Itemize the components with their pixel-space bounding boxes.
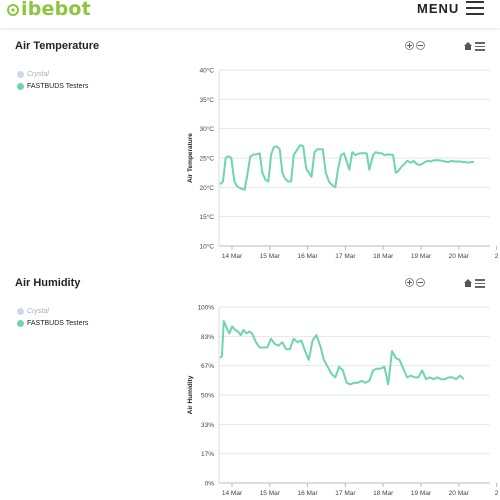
zoom-controls bbox=[405, 278, 425, 287]
panel-title: Air Temperature bbox=[15, 40, 100, 52]
legend-item-fastbuds[interactable]: FASTBUDS Testers bbox=[17, 80, 88, 92]
air-humidity-chart[interactable]: 0% 17% 33% 50% 67% 83% 100% Air Humidity 14 Mar 1… bbox=[0, 270, 500, 500]
top-navigation-bar: ibebot MENU bbox=[0, 0, 500, 28]
legend-color-swatch bbox=[17, 319, 24, 327]
y-tick-label: 35°C bbox=[199, 96, 214, 104]
y-tick-label: 20°C bbox=[199, 184, 214, 192]
legend-color-swatch bbox=[17, 307, 24, 315]
x-tick-label: 20 Mar bbox=[449, 253, 470, 260]
y-tick-label: 15°C bbox=[199, 213, 214, 221]
y-tick-label: 10°C bbox=[199, 243, 214, 251]
zoom-in-icon[interactable] bbox=[405, 278, 414, 287]
air-temperature-panel: Air Temperature Crystal FASTBUDS Testers… bbox=[0, 0, 500, 270]
legend-label: FASTBUDS Testers bbox=[27, 319, 89, 327]
legend-label: FASTBUDS Testers bbox=[27, 82, 89, 90]
y-tick-label: 30°C bbox=[199, 125, 214, 133]
x-tick-label: 14 Mar bbox=[222, 490, 243, 497]
legend-item-fastbuds[interactable]: FASTBUDS Testers bbox=[17, 317, 88, 329]
legend-item-crystal[interactable]: Crystal bbox=[17, 305, 88, 317]
x-tick-label: 2 bbox=[495, 490, 499, 497]
zoom-controls bbox=[405, 41, 425, 50]
leaf-logo-icon bbox=[7, 4, 19, 16]
ibebot-logo[interactable]: ibebot bbox=[6, 0, 91, 20]
x-tick-label: 18 Mar bbox=[373, 490, 394, 497]
logo-text: ibebot bbox=[21, 0, 91, 20]
x-tick-label: 17 Mar bbox=[335, 253, 356, 260]
menu-button-label[interactable]: MENU bbox=[417, 1, 460, 16]
zoom-out-icon[interactable] bbox=[416, 278, 425, 287]
home-icon[interactable] bbox=[463, 41, 473, 51]
chart-menu-icon[interactable] bbox=[475, 279, 485, 288]
x-tick-label: 19 Mar bbox=[411, 253, 432, 260]
chart-legend: Crystal FASTBUDS Testers bbox=[17, 68, 88, 92]
y-tick-label: 100% bbox=[197, 305, 214, 312]
x-tick-label: 2 bbox=[495, 253, 499, 260]
x-tick-label: 15 Mar bbox=[260, 253, 281, 260]
y-tick-label: 17% bbox=[201, 451, 214, 458]
y-tick-label: 25°C bbox=[199, 155, 214, 163]
legend-color-swatch bbox=[17, 70, 24, 78]
y-tick-label: 0% bbox=[205, 481, 215, 488]
panel-title: Air Humidity bbox=[15, 277, 81, 289]
home-icon[interactable] bbox=[463, 278, 473, 288]
series-line-fastbuds bbox=[219, 320, 465, 386]
x-tick-label: 18 Mar bbox=[373, 253, 394, 260]
series-line-fastbuds bbox=[219, 144, 474, 191]
chart-legend: Crystal FASTBUDS Testers bbox=[17, 305, 88, 329]
legend-label: Crystal bbox=[27, 70, 49, 78]
legend-label: Crystal bbox=[27, 307, 49, 315]
y-tick-label: 33% bbox=[201, 422, 214, 429]
air-humidity-panel: Air Humidity Crystal FASTBUDS Testers 0%… bbox=[0, 270, 500, 500]
x-tick-label: 15 Mar bbox=[260, 490, 281, 497]
y-axis-label: Air Humidity bbox=[187, 375, 194, 414]
chart-menu-icon[interactable] bbox=[475, 42, 485, 51]
x-tick-label: 14 Mar bbox=[222, 253, 243, 260]
y-tick-label: 50% bbox=[201, 393, 214, 400]
x-tick-label: 20 Mar bbox=[449, 490, 470, 497]
x-tick-label: 19 Mar bbox=[411, 490, 432, 497]
x-tick-label: 16 Mar bbox=[297, 253, 318, 260]
legend-color-swatch bbox=[17, 82, 24, 90]
x-tick-label: 16 Mar bbox=[297, 490, 318, 497]
y-axis-label: Air Temperature bbox=[187, 133, 194, 183]
y-tick-label: 83% bbox=[201, 334, 214, 341]
x-tick-label: 17 Mar bbox=[335, 490, 356, 497]
hamburger-menu-icon[interactable] bbox=[466, 0, 484, 16]
legend-item-crystal[interactable]: Crystal bbox=[17, 68, 88, 80]
y-tick-label: 67% bbox=[201, 363, 214, 370]
zoom-in-icon[interactable] bbox=[405, 41, 414, 50]
y-tick-label: 40°C bbox=[199, 67, 214, 75]
zoom-out-icon[interactable] bbox=[416, 41, 425, 50]
